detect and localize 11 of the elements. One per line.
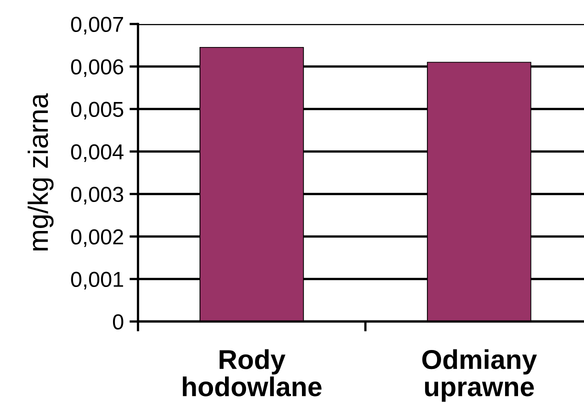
y-axis-title: mg/kg ziarna bbox=[28, 93, 54, 250]
y-tick-label: 0,001 bbox=[71, 272, 124, 290]
y-tick-label: 0,007 bbox=[71, 16, 124, 35]
y-tick-label: 0,006 bbox=[71, 59, 124, 78]
y-tick-label: 0,003 bbox=[71, 186, 124, 205]
y-tick-label: 0 bbox=[112, 314, 124, 330]
y-tick-label: 0,004 bbox=[71, 144, 124, 162]
y-tick-label: 0,005 bbox=[71, 102, 124, 120]
x-tick-label: Odmiany uprawne bbox=[422, 349, 537, 402]
y-tick-label: 0,002 bbox=[71, 229, 124, 248]
x-tick-label: Rody hodowlane bbox=[182, 349, 322, 396]
